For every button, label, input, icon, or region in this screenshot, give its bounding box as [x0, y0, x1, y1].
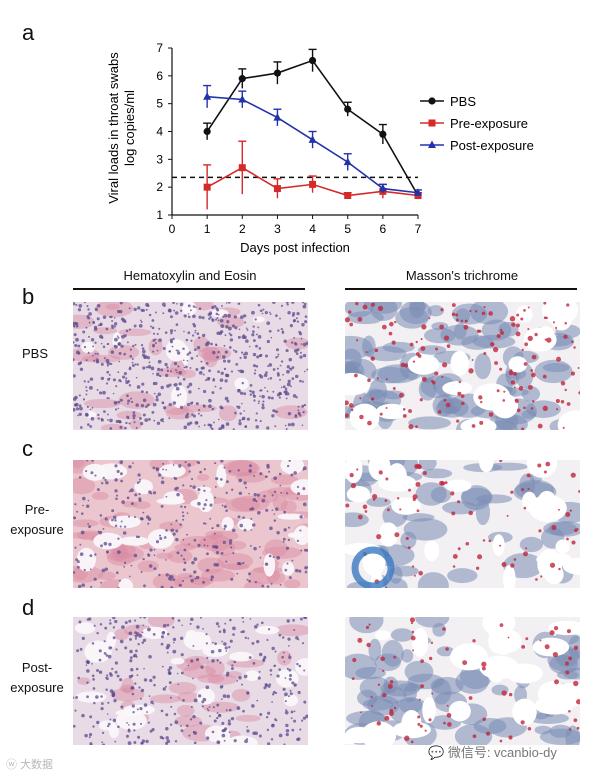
- he-image-pbs: [73, 302, 308, 430]
- tissue-texture: [73, 302, 308, 430]
- watermark-right: 💬 微信号: vcanbio-dy: [428, 742, 557, 761]
- watermark-right-text: 微信号: vcanbio-dy: [447, 745, 557, 760]
- col-rule-mt: [345, 288, 577, 290]
- y-tick-label: 7: [156, 41, 163, 55]
- panel-letter-d: d: [22, 595, 35, 620]
- row-label-post-line1: Post-: [21, 660, 53, 675]
- tissue-texture: [73, 617, 308, 745]
- data-point-post-exposure: [238, 94, 247, 103]
- legend-marker-pre-exposure: [428, 119, 436, 127]
- mt-image-pbs: [345, 302, 580, 430]
- row-label-post-line2: exposure: [10, 680, 64, 695]
- watermark-left: ⓦ 大数据: [6, 756, 53, 772]
- data-point-pre-exposure: [344, 192, 352, 200]
- series-line-pbs: [206, 59, 419, 196]
- y-tick-label: 5: [156, 97, 163, 111]
- row-label-post: Post- exposure: [2, 658, 72, 698]
- y-tick-label: 1: [156, 208, 163, 222]
- data-point-post-exposure: [203, 92, 212, 100]
- col-title-mt: Masson's trichrome: [405, 268, 519, 283]
- data-point-post-exposure: [414, 188, 422, 196]
- x-tick-label: 7: [415, 222, 422, 236]
- x-tick-label: 5: [344, 222, 351, 236]
- he-image-post: [73, 617, 308, 745]
- x-tick-label: 1: [204, 222, 211, 236]
- row-label-pre-line1: Pre-: [24, 502, 50, 517]
- y-tick-label: 6: [156, 69, 163, 83]
- x-tick-label: 6: [380, 222, 387, 236]
- data-point-pre-exposure: [203, 183, 211, 191]
- he-image-pre: [73, 460, 308, 588]
- data-point-post-exposure: [273, 113, 282, 121]
- data-point-post-exposure: [343, 157, 352, 166]
- mt-image-post: [345, 617, 580, 745]
- data-point-pbs: [238, 75, 246, 83]
- legend-marker-post-exposure: [428, 140, 436, 148]
- panel-letter-b: b: [22, 284, 35, 309]
- data-point-pre-exposure: [238, 164, 246, 172]
- panel-letter-c: c: [22, 436, 33, 461]
- x-tick-label: 4: [309, 222, 316, 236]
- y-axis-title-line2: log copies/ml: [122, 90, 137, 166]
- data-point-pre-exposure: [309, 180, 317, 188]
- data-point-pbs: [308, 56, 317, 65]
- col-title-he: Hematoxylin and Eosin: [123, 268, 257, 283]
- data-point-pbs: [344, 105, 352, 113]
- legend-label-pre-exposure: Pre-exposure: [450, 116, 528, 131]
- watermark-left-icon: ⓦ: [6, 759, 21, 771]
- data-point-pbs: [379, 130, 387, 138]
- row-label-pbs: PBS: [0, 344, 70, 364]
- data-point-post-exposure: [308, 135, 317, 143]
- data-point-pbs: [203, 127, 211, 136]
- legend-marker-pbs: [428, 97, 436, 105]
- x-tick-label: 0: [169, 222, 176, 236]
- x-axis-title: Days post infection: [240, 240, 350, 255]
- col-rule-he: [73, 288, 305, 290]
- watermark-left-text: 大数据: [20, 759, 54, 771]
- row-label-pre: Pre- exposure: [2, 500, 72, 540]
- x-tick-label: 2: [239, 222, 246, 236]
- data-point-pbs: [273, 69, 282, 77]
- data-point-pre-exposure: [273, 185, 281, 193]
- y-tick-label: 4: [156, 125, 163, 139]
- y-tick-label: 2: [156, 180, 163, 194]
- row-label-pre-line2: exposure: [10, 522, 64, 537]
- tissue-texture: [73, 460, 308, 588]
- tissue-texture: [345, 460, 580, 588]
- legend-label-post-exposure: Post-exposure: [450, 138, 534, 153]
- tissue-texture: [345, 302, 580, 430]
- legend-label-pbs: PBS: [450, 94, 476, 109]
- panel-letter-a: a: [22, 20, 35, 45]
- y-axis-title-line1: Viral loads in throat swabs: [106, 52, 121, 204]
- tissue-texture: [345, 617, 580, 745]
- row-label-pbs-line1: PBS: [21, 346, 48, 361]
- data-point-post-exposure: [378, 184, 387, 192]
- y-tick-label: 3: [156, 152, 163, 166]
- wechat-icon: 💬: [428, 745, 448, 760]
- x-tick-label: 3: [274, 222, 281, 236]
- mt-image-pre: [345, 460, 580, 588]
